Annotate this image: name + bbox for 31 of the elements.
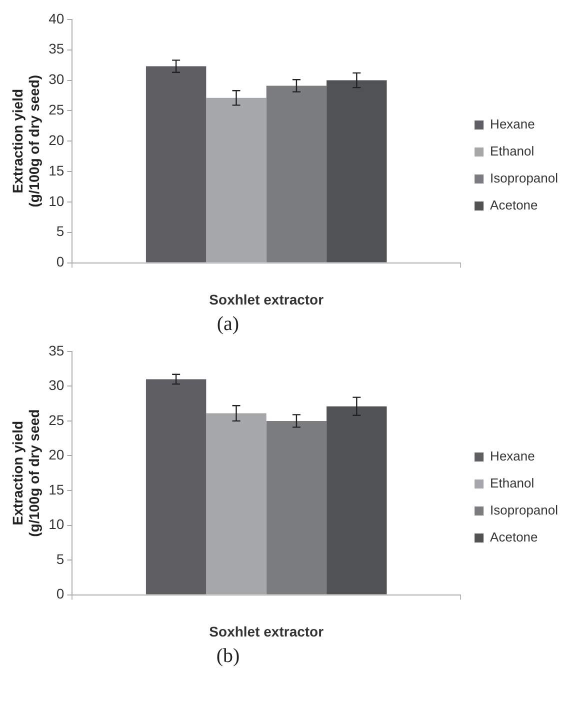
y-tick-label: 30 <box>48 377 64 394</box>
y-tick-label: 25 <box>48 412 64 428</box>
legend-label: Acetone <box>490 198 538 213</box>
y-axis-title: Extraction yield (g/100g of dry seed) <box>9 74 42 208</box>
y-tick-label: 5 <box>56 223 64 240</box>
y-tick-label: 20 <box>48 446 64 463</box>
legend-label: Hexane <box>490 116 535 132</box>
y-tick-label: 20 <box>48 132 64 148</box>
y-tick-label: 30 <box>48 71 64 88</box>
y-tick-label: 40 <box>48 10 64 26</box>
y-tick-label: 5 <box>56 550 64 567</box>
x-axis-title: Soxhlet extractor <box>209 623 324 640</box>
y-tick-label: 35 <box>48 342 64 358</box>
y-tick-label: 0 <box>56 254 64 270</box>
y-tick-label: 10 <box>48 192 64 209</box>
text: (b) <box>215 645 241 668</box>
y-tick-label: 15 <box>48 481 64 498</box>
y-tick-label: 10 <box>48 516 64 532</box>
legend-label: Ethanol <box>490 476 534 491</box>
legend-label: Isopropanol <box>490 170 558 186</box>
legend-label: Acetone <box>490 530 538 545</box>
y-tick-label: 0 <box>56 586 64 602</box>
legend-label: Isopropanol <box>490 502 558 518</box>
y-tick-label: 25 <box>48 102 64 118</box>
y-axis-title: Extraction yield (g/100g of dry seed <box>9 409 42 537</box>
y-tick-label: 15 <box>48 162 64 178</box>
text: (a) <box>216 313 240 336</box>
x-axis-title: Soxhlet extractor <box>209 291 324 308</box>
legend-label: Hexane <box>490 448 535 464</box>
y-tick-label: 35 <box>48 40 64 57</box>
legend-label: Ethanol <box>490 144 534 159</box>
